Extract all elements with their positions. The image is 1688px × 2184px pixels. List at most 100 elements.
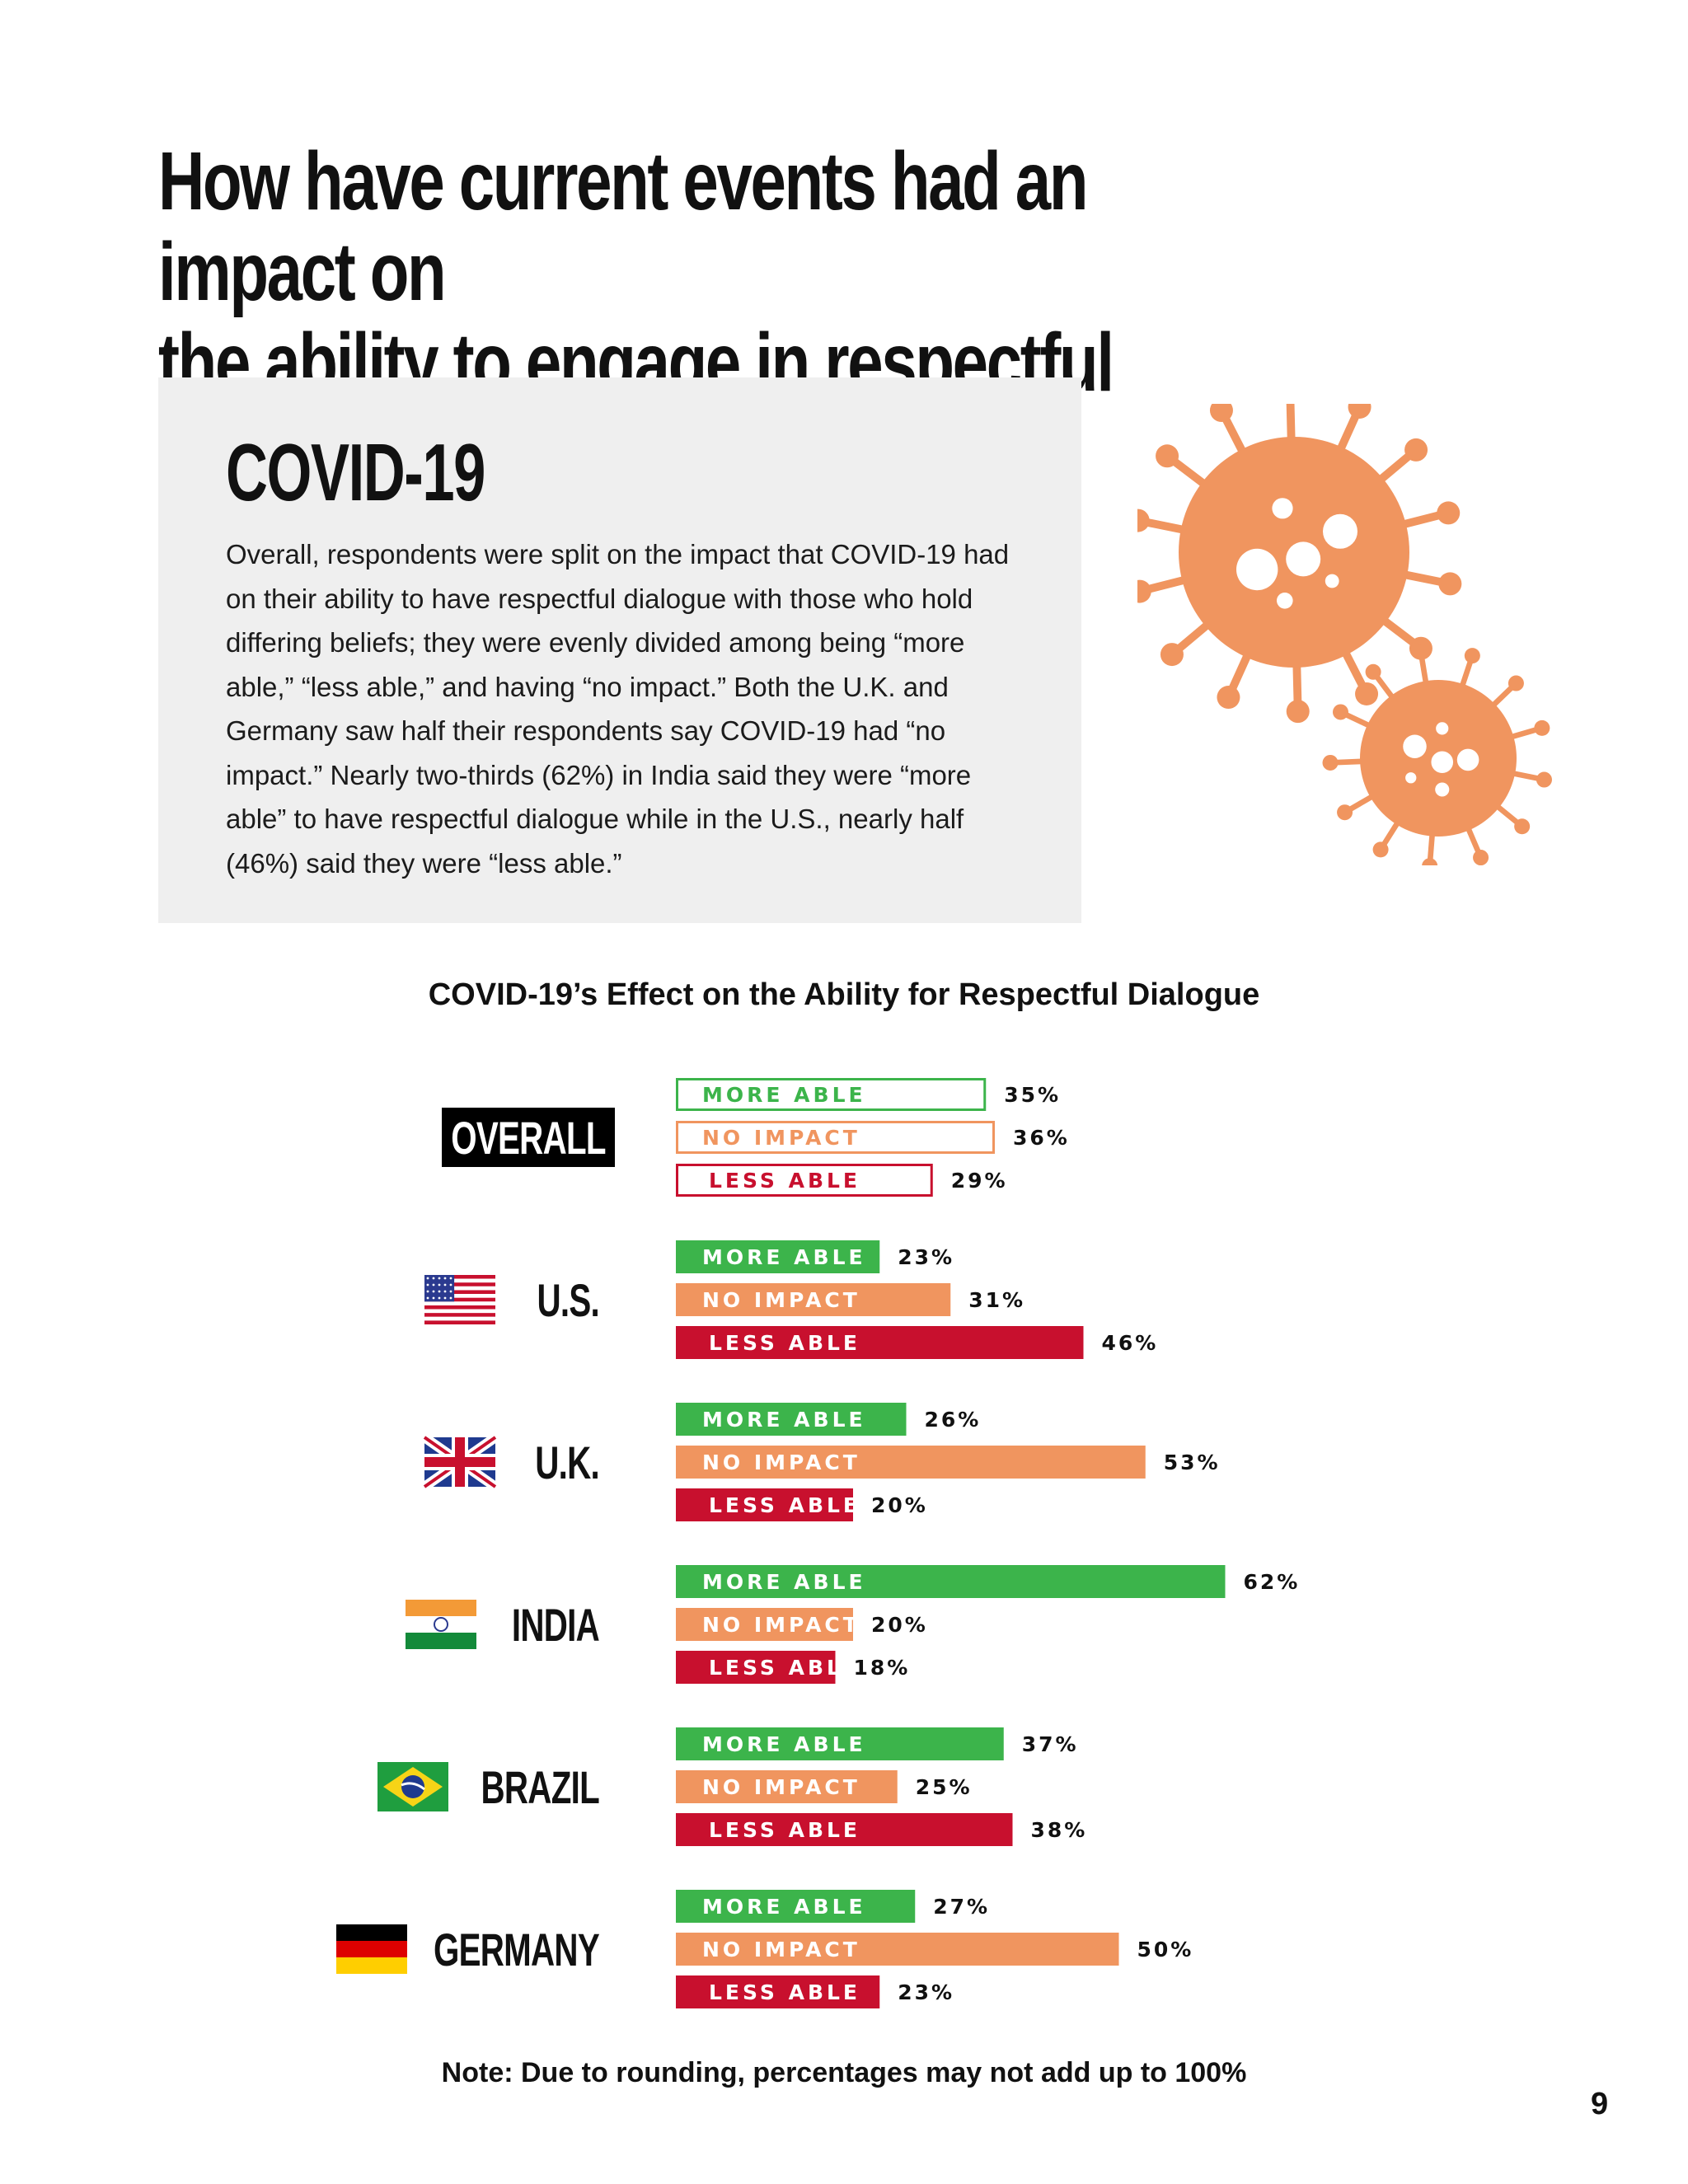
bar-less-able [676, 1975, 880, 2008]
bar-label: LESS ABLE [709, 1493, 860, 1517]
overall-label-box [442, 1108, 615, 1167]
category-label: BRAZIL [481, 1763, 600, 1814]
virus-spot [1456, 748, 1479, 771]
bar-label: NO IMPACT [702, 1775, 860, 1799]
bar-more-able [676, 1078, 987, 1111]
bar-label: MORE ABLE [702, 1895, 866, 1919]
value-label: 23% [898, 1245, 954, 1269]
virus-spike-tip [1209, 404, 1233, 423]
virus-spike-tip [1438, 572, 1462, 596]
bar-no-impact [676, 1933, 1119, 1966]
bar-no-impact [676, 1283, 951, 1316]
bar-more-able [676, 1240, 880, 1273]
value-label: 37% [1022, 1732, 1079, 1756]
bar-more-able [676, 1890, 916, 1923]
category-label: GERMANY [434, 1925, 599, 1976]
bar-label: MORE ABLE [702, 1245, 866, 1269]
bar-label: LESS ABLE [709, 1818, 860, 1842]
virus-spot [1431, 751, 1454, 774]
virus-small-icon [1322, 644, 1552, 865]
virus-spot [1323, 513, 1357, 549]
virus-spike-tip [1365, 663, 1381, 680]
virus-spike-tip [1464, 648, 1480, 664]
india-flag-icon [406, 1600, 476, 1649]
chart-group-india: INDIA MORE ABLE 62% NO IMPACT 20% LESS ABLE18… [406, 1565, 1301, 1684]
headline-line-1: How have current events had an impact on [158, 135, 1089, 318]
bar-label: NO IMPACT [702, 1451, 860, 1474]
info-box-title: COVID-19 [226, 427, 485, 518]
virus-spike-tip [1536, 771, 1552, 788]
virus-spike-tip [1286, 404, 1295, 405]
virus-spike-tip [1514, 818, 1531, 835]
category-label: U.S. [537, 1276, 599, 1327]
bar-less-able [676, 1326, 1084, 1359]
value-label: 20% [871, 1613, 928, 1637]
virus-spot [1236, 548, 1278, 591]
chart-group-germany: GERMANY MORE ABLE 27% NO IMPACT 50% LESS ABLE… [336, 1890, 1194, 2008]
value-label: 36% [1013, 1126, 1070, 1150]
bar-label: LESS ABLE [709, 1169, 860, 1193]
value-label: 23% [898, 1980, 954, 2004]
bar-no-impact [676, 1770, 898, 1803]
virus-icon [1137, 404, 1552, 865]
virus-spot [1272, 498, 1293, 519]
bar-label: MORE ABLE [702, 1732, 866, 1756]
bar-label: LESS ABLE [709, 1331, 860, 1355]
virus-spike-tip [1404, 438, 1428, 462]
bar-no-impact [676, 1121, 995, 1154]
brazil-flag-icon [377, 1762, 448, 1811]
virus-spike-tip [1332, 704, 1348, 720]
virus-spike-tip [1137, 509, 1150, 532]
value-label: 35% [1004, 1083, 1061, 1107]
virus-spike-tip [1372, 841, 1389, 858]
value-label: 26% [925, 1408, 982, 1432]
virus-spike-tip [1217, 686, 1240, 710]
bar-label: NO IMPACT [702, 1938, 860, 1961]
chart-group-uk: U.K. MORE ABLE 26% NO IMPACT 53% LESS ABLE 20% [421, 1403, 1221, 1521]
bar-less-able [676, 1651, 836, 1684]
virus-spot [1405, 772, 1417, 784]
virus-spike-tip [1137, 579, 1151, 603]
virus-spot [1286, 541, 1321, 577]
bar-label: LESS ABLE [709, 1656, 860, 1680]
chart-title: COVID-19’s Effect on the Ability for Res… [428, 977, 1260, 1012]
bar-no-impact [676, 1446, 1146, 1479]
value-label: 62% [1244, 1570, 1301, 1594]
bar-label: MORE ABLE [702, 1570, 866, 1594]
category-label: OVERALL [451, 1113, 606, 1165]
value-label: 20% [871, 1493, 928, 1517]
virus-spot [1403, 734, 1427, 758]
bar-more-able [676, 1727, 1004, 1760]
virus-spike-tip [1437, 501, 1461, 525]
virus-spike-tip [1473, 850, 1489, 865]
virus-spot [1435, 782, 1450, 797]
bar-no-impact [676, 1608, 853, 1641]
category-label: INDIA [512, 1601, 599, 1652]
virus-spot [1436, 722, 1449, 735]
uk-flag-icon [421, 1433, 499, 1491]
bar-label: MORE ABLE [702, 1083, 866, 1107]
covid-info-box: COVID-19 Overall, respondents were split… [158, 377, 1081, 923]
chart-group-us: U.S. MORE ABLE 23% NO IMPACT 31% LESS ABLE 46% [424, 1240, 1156, 1359]
chart-group-brazil: BRAZIL MORE ABLE 37% NO IMPACT 25% LESS ABLE 3… [377, 1727, 1088, 1846]
virus-spike-tip [1337, 804, 1353, 821]
us-flag-icon [424, 1275, 495, 1324]
category-label: U.K. [535, 1438, 599, 1489]
bar-less-able [676, 1488, 853, 1521]
germany-flag-icon [336, 1924, 407, 1974]
bar-more-able [676, 1565, 1226, 1598]
virus-spike-tip [1160, 643, 1184, 667]
virus-spot [1277, 593, 1293, 609]
info-box-body: Overall, respondents were split on the i… [226, 539, 1010, 879]
value-label: 18% [854, 1656, 911, 1680]
bar-less-able [676, 1813, 1013, 1846]
value-label: 50% [1137, 1938, 1194, 1961]
value-label: 38% [1031, 1818, 1088, 1842]
value-label: 53% [1164, 1451, 1221, 1474]
virus-spot [1325, 574, 1339, 588]
bar-less-able [676, 1164, 933, 1197]
virus-spike-tip [1355, 682, 1379, 705]
virus-spike-tip [1286, 700, 1310, 724]
chart-group-overall: OVERALL MORE ABLE 35% NO IMPACT 36% LESS ABLE… [442, 1078, 1070, 1197]
page-number: 9 [1591, 2087, 1609, 2121]
